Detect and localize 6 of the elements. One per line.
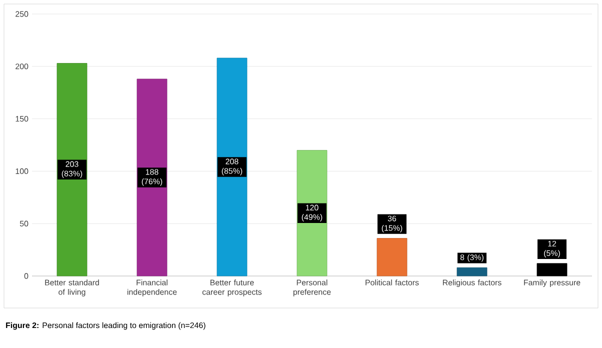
bar [136,78,168,276]
bar [536,263,568,276]
bar [376,238,408,276]
bar [456,267,488,276]
bar [56,63,88,276]
bar [216,58,248,276]
